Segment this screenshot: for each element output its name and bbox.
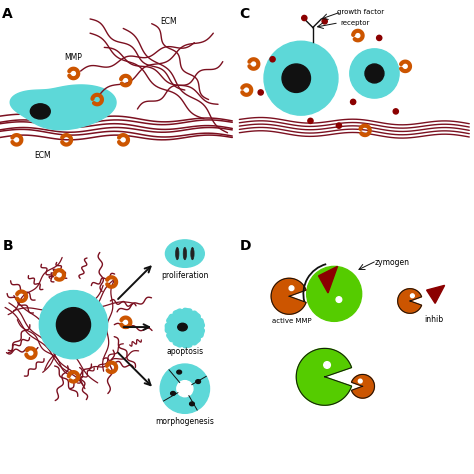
Circle shape [337, 123, 342, 128]
Circle shape [410, 294, 414, 298]
Circle shape [336, 297, 342, 302]
Circle shape [307, 266, 362, 321]
Circle shape [289, 286, 294, 291]
Circle shape [324, 362, 330, 368]
Text: apoptosis: apoptosis [166, 347, 203, 356]
Ellipse shape [196, 380, 201, 383]
Polygon shape [427, 285, 445, 303]
Polygon shape [398, 289, 421, 313]
Polygon shape [271, 278, 306, 314]
Text: proliferation: proliferation [161, 271, 209, 280]
Text: MMP: MMP [64, 53, 82, 62]
Circle shape [350, 99, 356, 105]
Text: D: D [239, 239, 251, 254]
Text: active MMP: active MMP [272, 318, 311, 324]
Circle shape [56, 308, 91, 342]
Circle shape [376, 35, 382, 41]
Polygon shape [296, 348, 352, 405]
Text: morphogenesis: morphogenesis [155, 417, 214, 426]
Circle shape [39, 291, 108, 359]
Text: receptor: receptor [341, 20, 370, 26]
Circle shape [160, 364, 210, 413]
Circle shape [322, 18, 327, 24]
Text: ECM: ECM [160, 17, 177, 26]
Circle shape [350, 49, 399, 98]
Ellipse shape [165, 240, 204, 267]
Text: growth factor: growth factor [337, 9, 384, 15]
Circle shape [301, 15, 307, 21]
Text: C: C [239, 7, 250, 21]
Circle shape [282, 64, 310, 92]
Polygon shape [10, 85, 116, 130]
Circle shape [365, 64, 384, 83]
Text: zymogen: zymogen [374, 258, 410, 267]
Circle shape [177, 381, 193, 397]
Text: A: A [2, 7, 13, 21]
Ellipse shape [175, 247, 179, 260]
Ellipse shape [171, 392, 175, 395]
Polygon shape [352, 374, 374, 398]
Circle shape [358, 379, 362, 383]
Text: B: B [2, 239, 13, 254]
Polygon shape [165, 309, 204, 347]
Ellipse shape [190, 402, 194, 406]
Ellipse shape [30, 104, 50, 119]
Ellipse shape [178, 323, 187, 331]
Ellipse shape [177, 370, 182, 374]
Text: ECM: ECM [34, 151, 51, 160]
Ellipse shape [183, 247, 186, 260]
Circle shape [270, 56, 275, 62]
Circle shape [264, 41, 338, 115]
Text: inhib: inhib [424, 315, 443, 324]
Circle shape [258, 90, 264, 95]
Polygon shape [319, 266, 337, 293]
Circle shape [393, 109, 398, 114]
Circle shape [308, 118, 313, 124]
Ellipse shape [191, 247, 194, 260]
